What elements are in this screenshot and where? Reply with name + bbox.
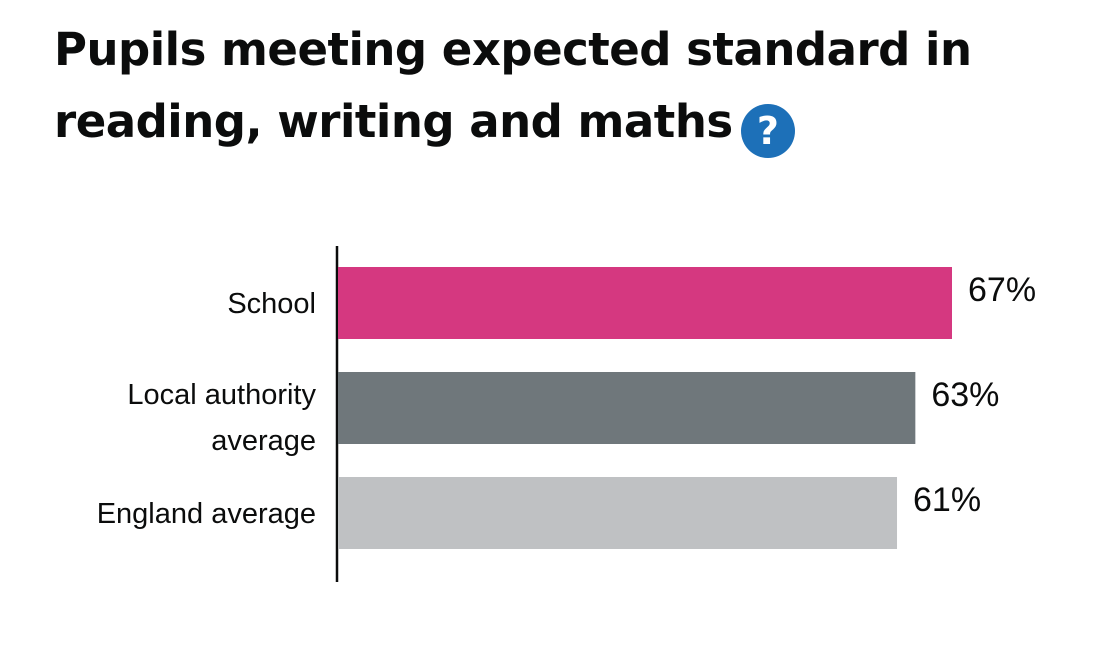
category-label-1-line-0: Local authority (127, 379, 316, 411)
chart-title-line-1: Pupils meeting expected standard in (54, 23, 972, 76)
category-label-1-line-1: average (211, 425, 316, 457)
category-label-0: School (227, 288, 316, 320)
value-label-0: 67% (968, 271, 1036, 309)
bar-0 (338, 267, 952, 339)
chart-title-line-2: reading, writing and maths? (54, 86, 1054, 158)
value-label-1: 63% (931, 376, 999, 414)
category-label-2: England average (97, 498, 316, 530)
bar-2 (338, 477, 898, 549)
bar-1 (338, 372, 916, 444)
chart-title: Pupils meeting expected standard in read… (54, 14, 1054, 158)
bars-group: 67% School 63% Local authority average 61% Eng… (97, 267, 1036, 549)
value-label-2: 61% (913, 481, 981, 519)
chart-title-line-2-text: reading, writing and maths (54, 95, 733, 148)
question-circle-icon[interactable]: ? (740, 104, 795, 158)
